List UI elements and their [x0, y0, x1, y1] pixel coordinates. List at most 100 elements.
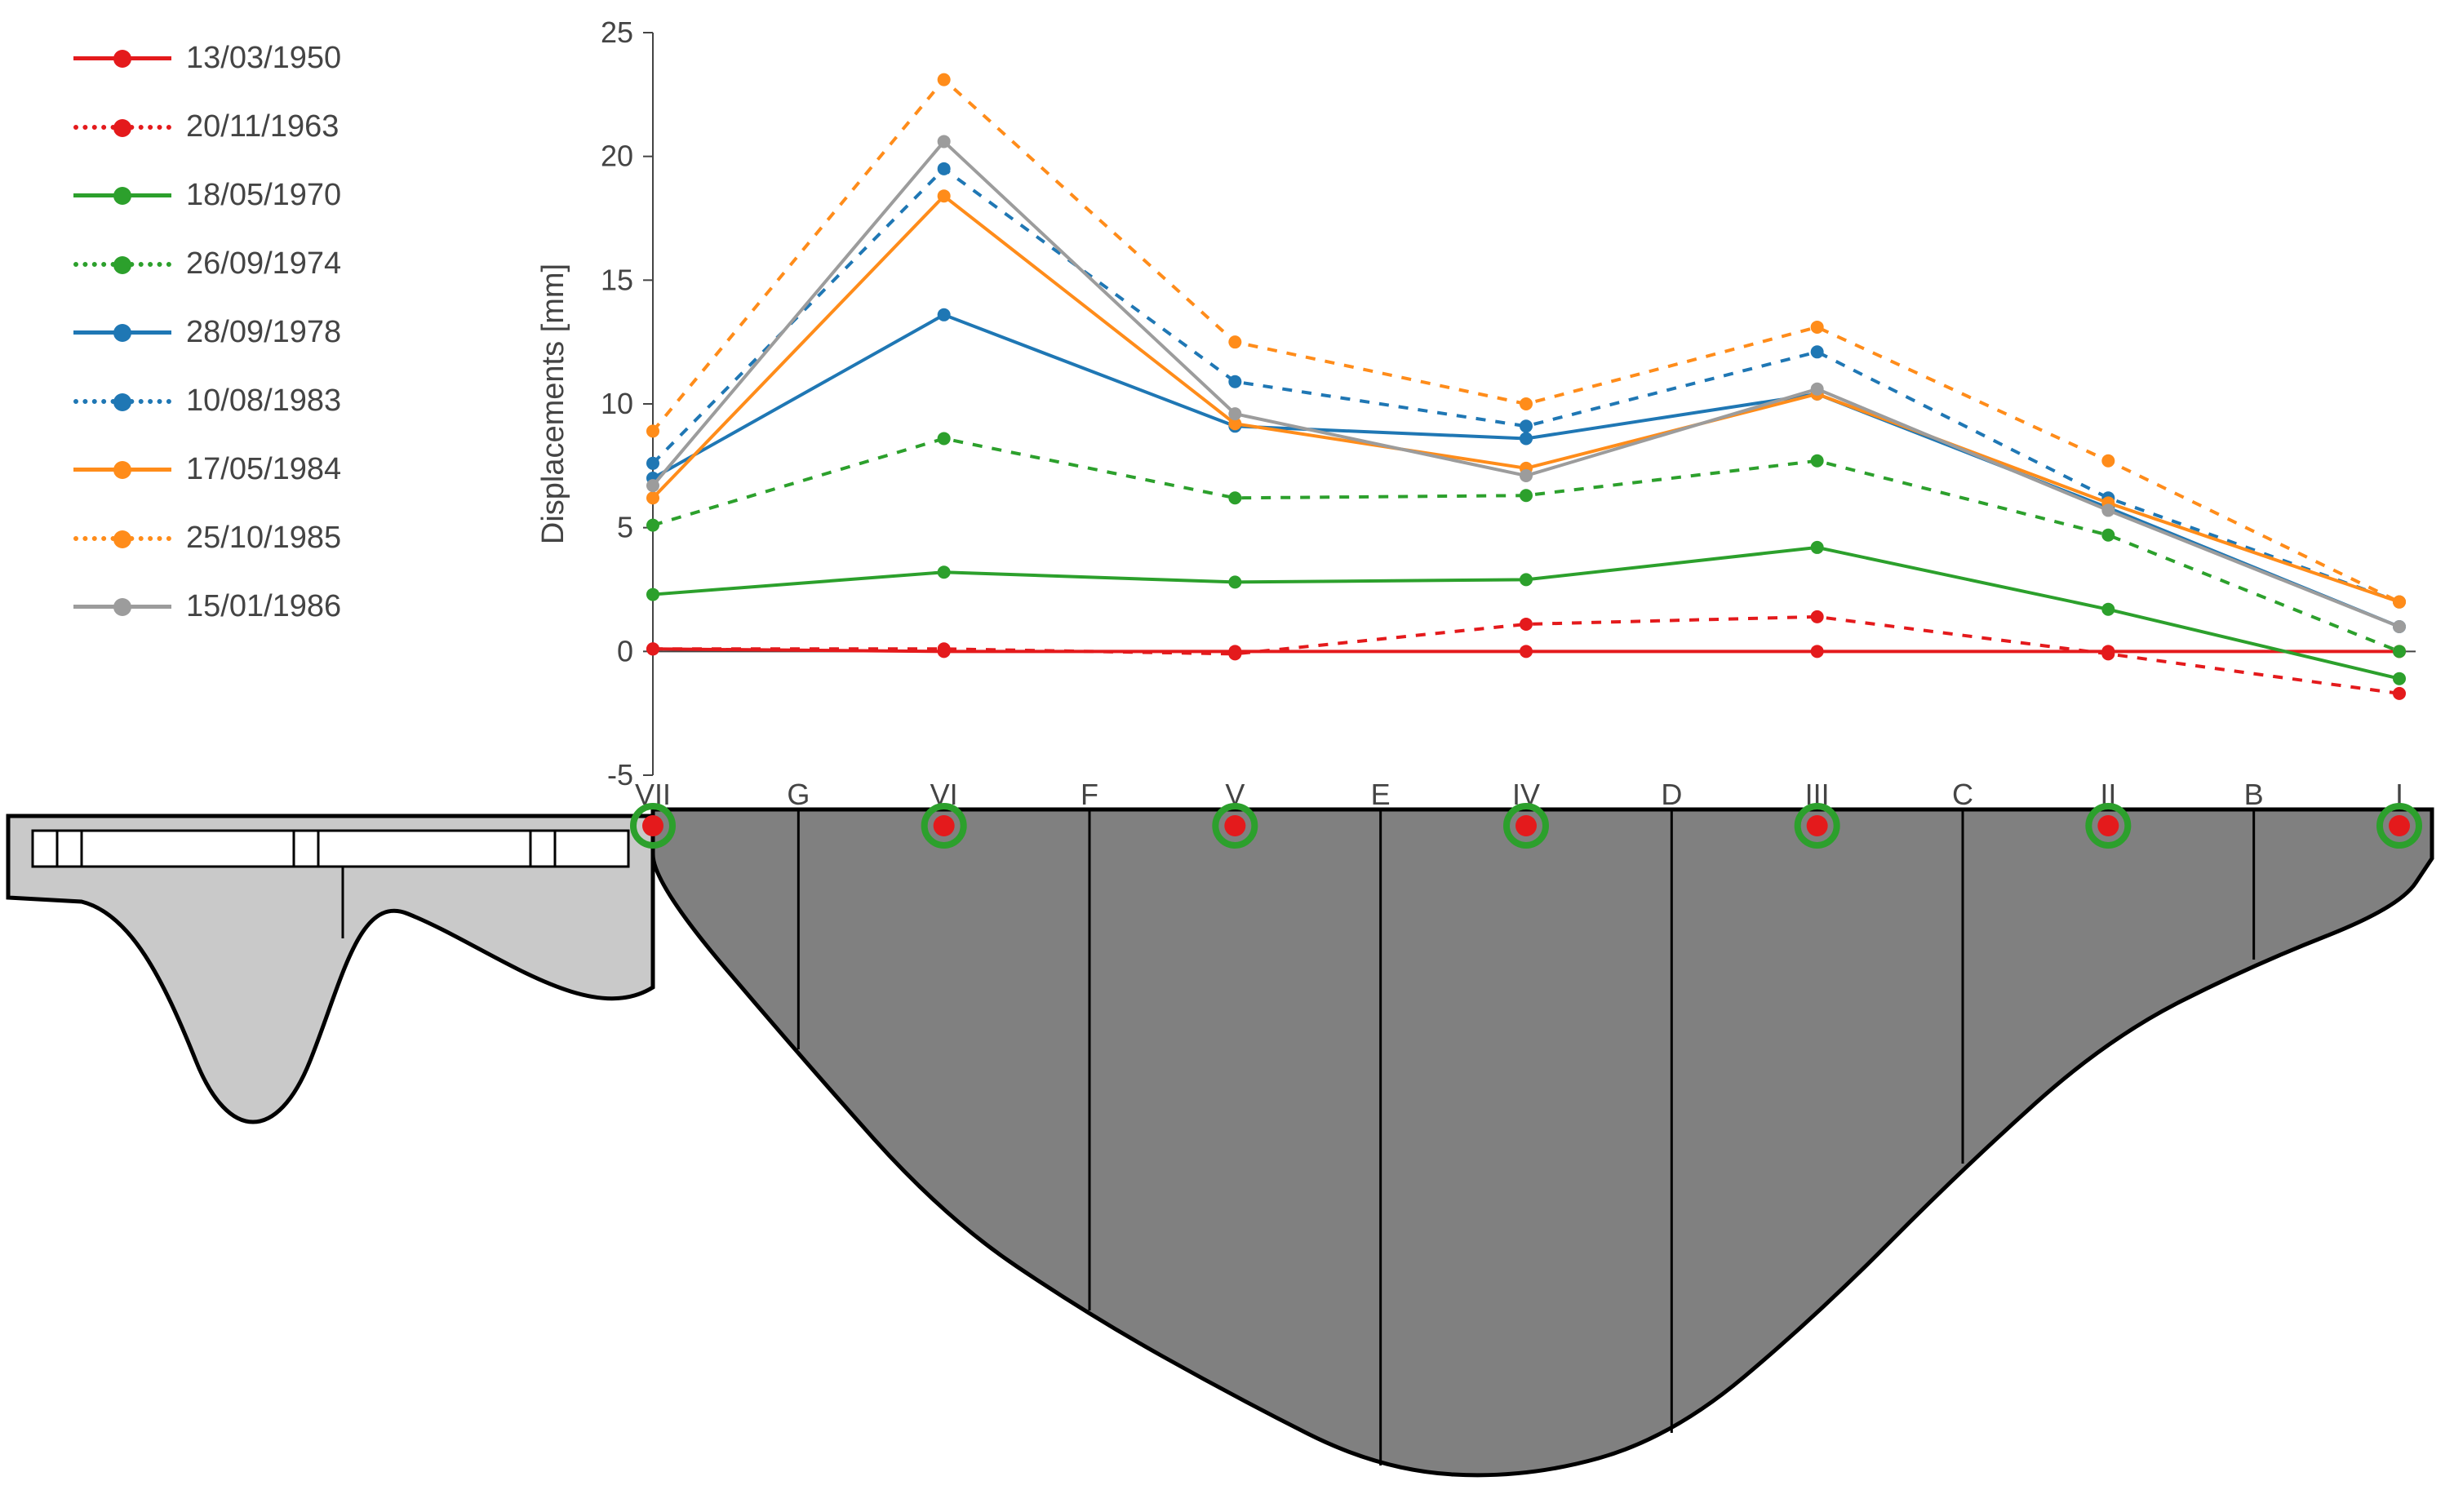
legend-item: 25/10/1985 [73, 521, 341, 556]
legend-item: 17/05/1984 [73, 452, 341, 487]
legend-line-sample [73, 262, 171, 267]
series-marker [938, 565, 951, 579]
figure: -50510152025Displacements [mm]VIIVIVIVII… [0, 0, 2454, 1508]
x-secondary-label: G [787, 778, 810, 811]
y-tick-label: 10 [601, 387, 633, 420]
legend-marker-dot [113, 50, 131, 68]
series-marker [1228, 491, 1241, 504]
section-marker-dot [934, 815, 955, 836]
series-marker [1520, 419, 1533, 432]
legend-label: 18/05/1970 [186, 178, 341, 213]
series-marker [646, 588, 659, 601]
legend-item: 20/11/1963 [73, 109, 339, 144]
series-marker [938, 189, 951, 202]
series-marker [1520, 397, 1533, 410]
x-secondary-label: B [2244, 778, 2264, 811]
legend-item: 15/01/1986 [73, 589, 341, 624]
legend-line-sample [73, 605, 171, 609]
section-marker-dot [1515, 815, 1537, 836]
series-marker [1228, 335, 1241, 348]
legend-label: 17/05/1984 [186, 452, 341, 487]
series-marker [2101, 529, 2115, 542]
legend-label: 13/03/1950 [186, 41, 341, 76]
series-marker [2101, 647, 2115, 660]
chart-svg: -50510152025Displacements [mm]VIIVIVIVII… [0, 0, 2454, 1508]
dam-section [8, 809, 2432, 1475]
series-marker [1811, 383, 1824, 396]
legend-item: 26/09/1974 [73, 246, 341, 282]
section-marker-dot [2097, 815, 2119, 836]
legend-line-sample [73, 193, 171, 197]
series-marker [2393, 645, 2406, 658]
series-marker [646, 479, 659, 492]
series-marker [1520, 489, 1533, 502]
legend-item: 18/05/1970 [73, 178, 341, 213]
legend-label: 10/08/1983 [186, 384, 341, 419]
series-marker [2101, 503, 2115, 517]
legend-label: 25/10/1985 [186, 521, 341, 556]
legend-marker-dot [113, 119, 131, 137]
series-marker [938, 162, 951, 175]
legend-line-sample [73, 56, 171, 60]
y-axis-label: Displacements [mm] [536, 264, 570, 544]
legend-item: 10/08/1983 [73, 384, 341, 419]
legend-line-sample [73, 399, 171, 404]
series-marker [938, 432, 951, 445]
series-marker [1228, 647, 1241, 660]
series-marker [2101, 454, 2115, 468]
legend-line-sample [73, 536, 171, 541]
series-marker [1520, 645, 1533, 658]
legend-label: 15/01/1986 [186, 589, 341, 624]
series-marker [2101, 603, 2115, 616]
series-marker [1520, 469, 1533, 482]
series-marker [938, 73, 951, 86]
x-secondary-label: D [1661, 778, 1682, 811]
series-marker [1520, 432, 1533, 445]
series-marker [2393, 620, 2406, 633]
series-marker [1811, 541, 1824, 554]
legend-label: 20/11/1963 [186, 109, 339, 144]
series-marker [646, 424, 659, 437]
series-marker [1811, 345, 1824, 358]
series-marker [2393, 596, 2406, 609]
section-marker-dot [1807, 815, 1828, 836]
legend-item: 13/03/1950 [73, 41, 341, 76]
x-secondary-label: C [1952, 778, 1973, 811]
y-tick-label: 15 [601, 263, 633, 296]
series-marker [2393, 672, 2406, 685]
series-marker [938, 308, 951, 321]
y-tick-label: -5 [607, 758, 633, 791]
series-marker [1520, 618, 1533, 631]
series-marker [1811, 321, 1824, 334]
series-marker [1811, 645, 1824, 658]
series-marker [1228, 575, 1241, 588]
x-secondary-label: E [1371, 778, 1391, 811]
x-secondary-label: F [1081, 778, 1098, 811]
y-tick-label: 20 [601, 140, 633, 173]
series-line [653, 141, 2399, 627]
series-line [653, 169, 2399, 602]
series-marker [1228, 375, 1241, 388]
legend-marker-dot [113, 324, 131, 342]
series-marker [1228, 407, 1241, 420]
legend-line-sample [73, 125, 171, 130]
legend-marker-dot [113, 461, 131, 479]
legend-marker-dot [113, 187, 131, 205]
series-marker [646, 642, 659, 655]
series-marker [2393, 687, 2406, 700]
legend-label: 28/09/1978 [186, 315, 341, 350]
series-marker [646, 491, 659, 504]
series-marker [938, 642, 951, 655]
series-marker [1811, 610, 1824, 623]
dam-body [653, 809, 2432, 1475]
legend-line-sample [73, 330, 171, 335]
legend-marker-dot [113, 598, 131, 616]
series-marker [646, 457, 659, 470]
legend-label: 26/09/1974 [186, 246, 341, 282]
series-marker [1520, 573, 1533, 586]
section-marker-dot [2389, 815, 2410, 836]
legend-marker-dot [113, 530, 131, 548]
series-marker [938, 135, 951, 148]
series-marker [1811, 454, 1824, 468]
section-marker-dot [1224, 815, 1245, 836]
